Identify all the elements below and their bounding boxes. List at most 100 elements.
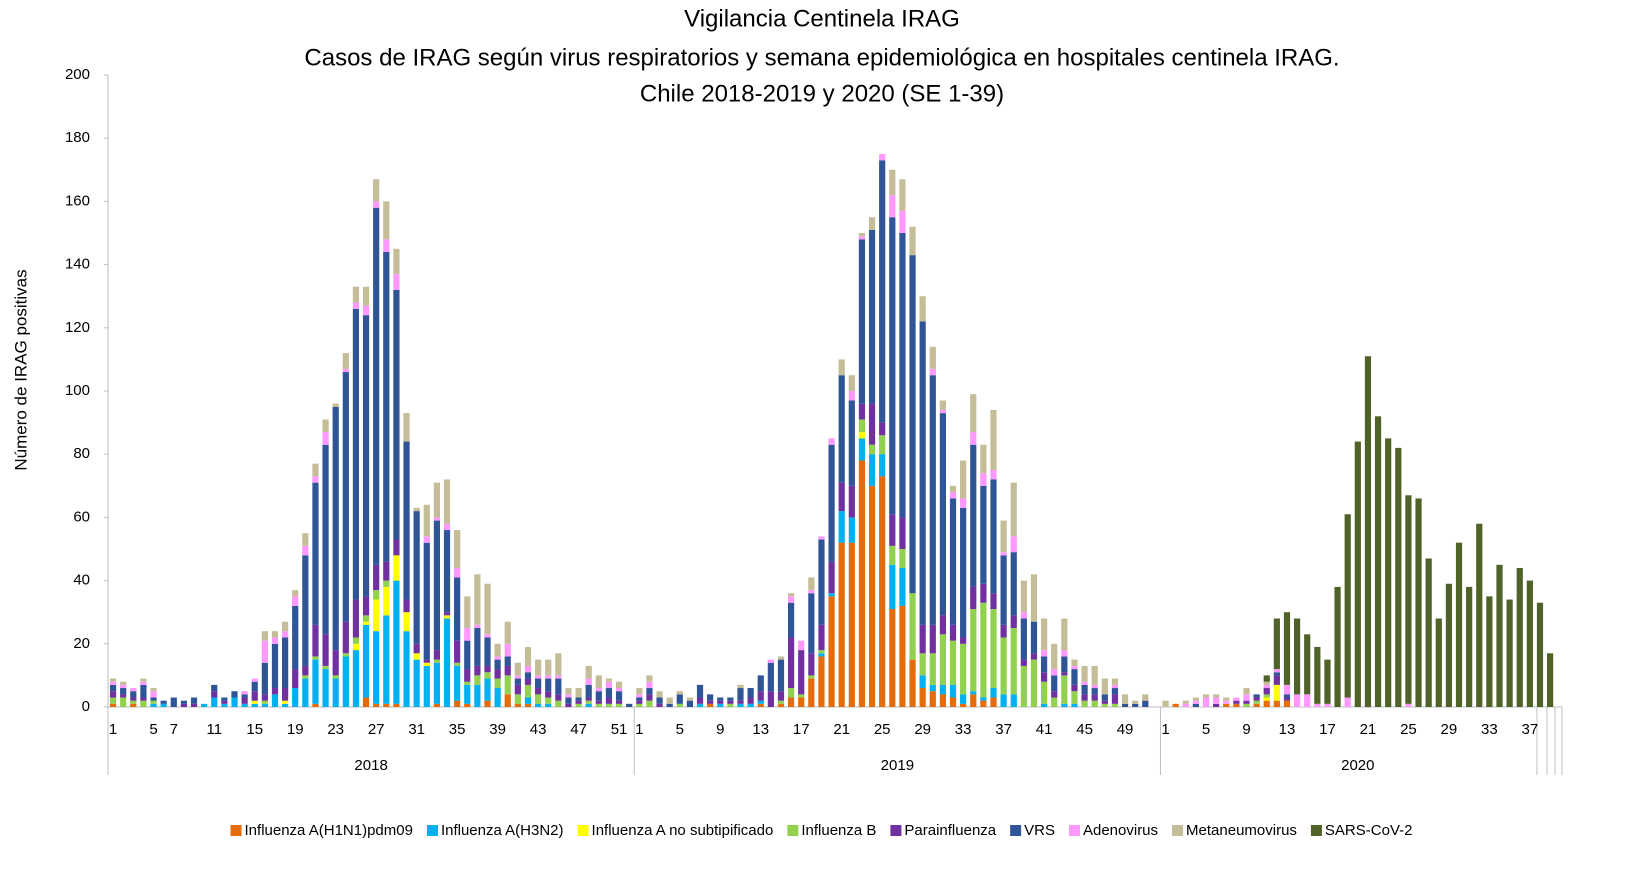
bar-segment [1132, 700, 1139, 704]
bar-segment [342, 653, 349, 657]
bar-segment [828, 593, 835, 597]
bar-segment [737, 688, 744, 701]
bar-segment [666, 703, 673, 707]
bar-segment [1162, 700, 1169, 707]
bar-segment [858, 432, 866, 439]
bar-segment [109, 684, 117, 692]
bar-segment [393, 289, 400, 540]
bar-segment [1121, 703, 1129, 707]
bar-segment [1314, 703, 1321, 707]
bar-segment [261, 662, 268, 695]
bar-segment [1445, 583, 1452, 707]
bar-segment [120, 694, 127, 698]
bar-segment [241, 703, 248, 707]
legend-swatch [787, 825, 799, 836]
bar-segment [1324, 703, 1331, 707]
bar-segment [1081, 700, 1088, 707]
legend-swatch [230, 825, 242, 836]
bar-segment [1304, 634, 1311, 695]
legend-label: Influenza B [801, 822, 876, 839]
bar-segment [464, 681, 471, 685]
bar-segment [494, 688, 501, 707]
bar-segment [292, 590, 299, 597]
bar-segment [1071, 665, 1078, 670]
bar-segment [373, 201, 380, 208]
bar-segment [545, 703, 552, 707]
bar-segment [980, 583, 987, 603]
bar-segment [1273, 672, 1280, 676]
bar-segment [352, 302, 360, 309]
bar-segment [1405, 703, 1412, 707]
bar-segment [899, 179, 906, 211]
bar-segment [454, 640, 461, 663]
bar-segment [282, 700, 289, 704]
bar-segment [767, 659, 774, 663]
bar-segment [1243, 688, 1250, 695]
bar-segment [970, 444, 977, 587]
bar-segment [464, 703, 471, 707]
bar-segment [332, 678, 339, 707]
bar-segment [575, 688, 582, 698]
x-tick-label: 25 [874, 721, 891, 738]
bar-segment [949, 492, 957, 499]
x-tick-label: 9 [716, 721, 724, 738]
bar-segment [241, 694, 248, 698]
bar-segment [464, 640, 471, 670]
bar-segment [322, 444, 329, 635]
x-tick-label: 7 [170, 721, 178, 738]
bar-segment [1000, 694, 1007, 707]
bar-segment [383, 239, 390, 252]
bar-segment [868, 444, 876, 455]
bar-segment [1213, 697, 1220, 704]
bar-segment [443, 530, 451, 613]
bar-segment [190, 697, 198, 704]
x-tick-label: 45 [1076, 721, 1093, 738]
bar-segment [1041, 650, 1048, 657]
bar-segment [747, 688, 754, 698]
bar-segment [312, 703, 319, 707]
bar-segment [1091, 684, 1098, 689]
x-tick-label: 9 [1242, 721, 1250, 738]
bar-segment [1061, 672, 1068, 676]
bar-segment [383, 580, 390, 587]
bar-segment [1051, 691, 1058, 698]
bar-segment [717, 697, 724, 701]
bar-segment [858, 438, 866, 461]
bar-segment [393, 248, 400, 275]
bar-segment [403, 631, 410, 707]
bar-segment [990, 479, 997, 594]
x-tick-label: 13 [1279, 721, 1296, 738]
bar-segment [868, 454, 876, 486]
bar-segment [1273, 675, 1280, 685]
bar-segment [282, 637, 289, 689]
bar-segment [757, 691, 764, 701]
bar-segment [615, 700, 623, 704]
bar-segment [312, 482, 319, 625]
bar-segment [504, 621, 511, 644]
bar-segment [484, 678, 491, 701]
bar-segment [423, 542, 430, 660]
bar-segment [939, 634, 946, 685]
bar-segment [130, 697, 137, 701]
bar-segment [1051, 643, 1058, 670]
bar-segment [808, 593, 815, 654]
bar-segment [970, 432, 977, 445]
bar-segment [899, 517, 906, 549]
y-tick-label: 120 [65, 319, 90, 336]
bar-segment [1354, 441, 1361, 707]
bar-segment [575, 697, 582, 701]
bar-segment [120, 684, 127, 689]
bar-segment [949, 640, 957, 685]
bar-segment [615, 681, 623, 689]
bar-segment [231, 691, 238, 698]
bar-segment [808, 577, 815, 591]
bar-segment [868, 229, 876, 404]
bar-segment [1081, 665, 1088, 682]
x-tick-label: 1 [1161, 721, 1169, 738]
bar-segment [383, 615, 390, 704]
legend-swatch [1010, 825, 1022, 836]
bar-segment [838, 359, 845, 376]
bar-segment [1020, 580, 1027, 613]
bar-segment [858, 419, 866, 433]
bar-segment [322, 432, 329, 445]
